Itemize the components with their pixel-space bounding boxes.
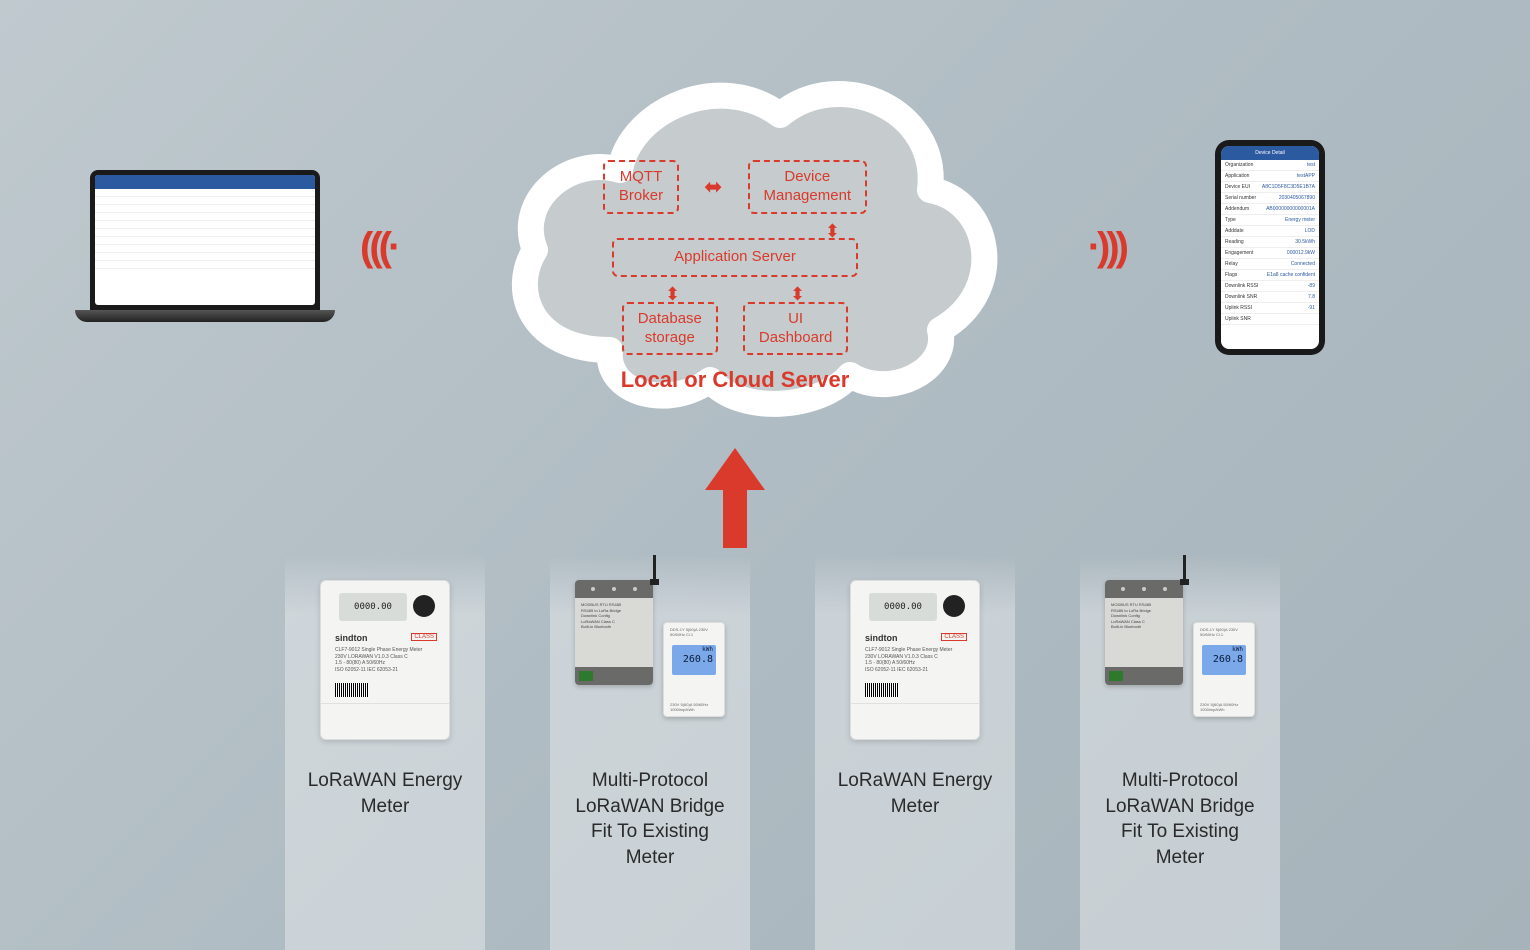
energy-meter-device: 0000.00 sindton CLASS CLF7-9012 Single P… xyxy=(850,580,980,740)
phone-data-row: AddendumAB00000000000001A xyxy=(1221,204,1319,215)
meter-lcd: 0000.00 xyxy=(869,593,937,621)
meter-spec-text: CLF7-9012 Single Phase Energy Meter230V … xyxy=(335,647,437,673)
laptop-screen xyxy=(90,170,320,310)
wifi-signal-right-icon: ·))) xyxy=(1088,225,1125,270)
phone-data-row: TypeEnergy meter xyxy=(1221,215,1319,226)
device-label: LoRaWAN EnergyMeter xyxy=(838,768,993,819)
bridge-main-unit: MODBUS RTU RS485RS485 to LoRa BridgeDown… xyxy=(1105,580,1183,685)
device-column: 0000.00 sindton CLASS CLF7-9012 Single P… xyxy=(285,555,485,950)
phone-data-row: Organizationtest xyxy=(1221,160,1319,171)
cloud-box-mqtt: MQTTBroker xyxy=(603,160,679,214)
bridge-lcd: kWh260.8 xyxy=(672,645,716,675)
antenna-icon xyxy=(653,555,656,583)
device-label: Multi-ProtocolLoRaWAN BridgeFit To Exist… xyxy=(1105,768,1254,871)
meter-brand: sindton xyxy=(335,633,368,643)
phone-data-row: ApplicationtestAPP xyxy=(1221,171,1319,182)
phone-data-row: Reading30.5kWh xyxy=(1221,237,1319,248)
wifi-signal-left-icon: (((· xyxy=(360,225,397,270)
cloud-server: MQTTBroker ⬌ DeviceManagement ⬍ Applicat… xyxy=(480,40,1000,420)
phone-data-row: Downlink SNR7.8 xyxy=(1221,292,1319,303)
phone-data-row: Engagement000012.9kW xyxy=(1221,248,1319,259)
phone-data-row: RelayConnected xyxy=(1221,259,1319,270)
meter-spec-text: CLF7-9012 Single Phase Energy Meter230V … xyxy=(865,647,967,673)
device-label: LoRaWAN EnergyMeter xyxy=(308,768,463,819)
lorawan-bridge-device: MODBUS RTU RS485RS485 to LoRa BridgeDown… xyxy=(575,580,725,740)
antenna-icon xyxy=(1183,555,1186,583)
phone-device: Device Detail OrganizationtestApplicatio… xyxy=(1215,140,1325,355)
bidir-arrow-icon: ⬍ xyxy=(790,289,805,300)
meter-lcd: 0000.00 xyxy=(339,593,407,621)
meter-class-tag: CLASS xyxy=(411,633,437,641)
bridge-main-unit: MODBUS RTU RS485RS485 to LoRa BridgeDown… xyxy=(575,580,653,685)
barcode-icon xyxy=(335,683,369,697)
lorawan-bridge-device: MODBUS RTU RS485RS485 to LoRa BridgeDown… xyxy=(1105,580,1255,740)
device-column: 0000.00 sindton CLASS CLF7-9012 Single P… xyxy=(815,555,1015,950)
upload-arrow-icon xyxy=(705,448,765,548)
phone-data-row: Downlink RSSI-89 xyxy=(1221,281,1319,292)
bidir-arrow-icon: ⬌ xyxy=(704,174,722,200)
phone-data-row: Uplink RSSI-91 xyxy=(1221,303,1319,314)
phone-header: Device Detail xyxy=(1221,146,1319,160)
meter-lens xyxy=(943,595,965,617)
cloud-title: Local or Cloud Server xyxy=(570,367,900,393)
phone-data-row: Device EUIA8C1D5F8C3D5E1B7A xyxy=(1221,182,1319,193)
cloud-box-database: Databasestorage xyxy=(622,302,718,356)
phone-screen: Device Detail OrganizationtestApplicatio… xyxy=(1221,146,1319,349)
phone-data-row: FlagsE1a8 cache confident xyxy=(1221,270,1319,281)
bidir-arrow-icon: ⬍ xyxy=(825,226,840,237)
phone-data-row: Uplink SNR xyxy=(1221,314,1319,325)
bridge-lcd: kWh260.8 xyxy=(1202,645,1246,675)
cloud-box-device-mgmt: DeviceManagement xyxy=(748,160,868,214)
meter-class-tag: CLASS xyxy=(941,633,967,641)
barcode-icon xyxy=(865,683,899,697)
cloud-box-app-server: Application Server xyxy=(612,238,858,277)
energy-meter-device: 0000.00 sindton CLASS CLF7-9012 Single P… xyxy=(320,580,450,740)
laptop-device xyxy=(75,170,335,330)
bidir-arrow-icon: ⬍ xyxy=(665,289,680,300)
bridge-spec-text: MODBUS RTU RS485RS485 to LoRa BridgeDown… xyxy=(1105,598,1183,634)
device-column: MODBUS RTU RS485RS485 to LoRa BridgeDown… xyxy=(550,555,750,950)
meter-brand: sindton xyxy=(865,633,898,643)
device-label: Multi-ProtocolLoRaWAN BridgeFit To Exist… xyxy=(575,768,724,871)
cloud-box-ui-dashboard: UIDashboard xyxy=(743,302,848,356)
phone-data-row: Serial number2030405067890 xyxy=(1221,193,1319,204)
bridge-spec-text: MODBUS RTU RS485RS485 to LoRa BridgeDown… xyxy=(575,598,653,634)
device-row: 0000.00 sindton CLASS CLF7-9012 Single P… xyxy=(285,555,1280,950)
bridge-sub-meter: DDS-1Y 5(60)A 230V 50/60Hz Cl.1 kWh260.8… xyxy=(663,622,725,717)
phone-data-row: AdddateLOD xyxy=(1221,226,1319,237)
meter-lens xyxy=(413,595,435,617)
device-column: MODBUS RTU RS485RS485 to LoRa BridgeDown… xyxy=(1080,555,1280,950)
bridge-sub-meter: DDS-1Y 5(60)A 230V 50/60Hz Cl.1 kWh260.8… xyxy=(1193,622,1255,717)
